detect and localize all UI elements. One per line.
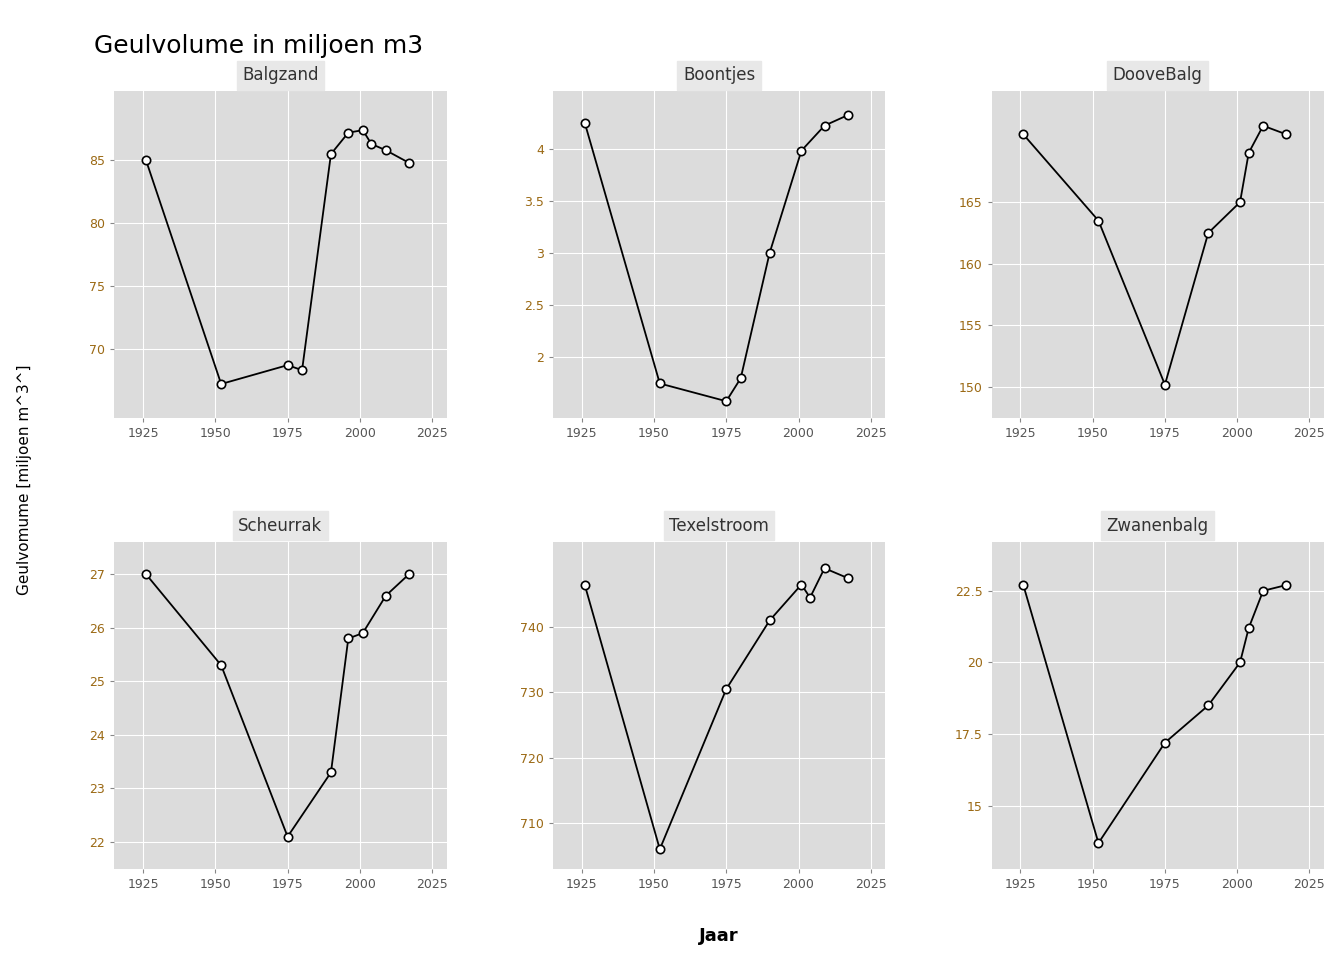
Title: Balgzand: Balgzand bbox=[242, 66, 319, 84]
Text: Jaar: Jaar bbox=[699, 927, 739, 945]
Title: Texelstroom: Texelstroom bbox=[669, 517, 769, 535]
Title: DooveBalg: DooveBalg bbox=[1113, 66, 1203, 84]
Title: Boontjes: Boontjes bbox=[683, 66, 755, 84]
Text: Geulvolume in miljoen m3: Geulvolume in miljoen m3 bbox=[94, 34, 423, 58]
Title: Zwanenbalg: Zwanenbalg bbox=[1106, 517, 1208, 535]
Text: Geulvomume [miljoen m^3^]: Geulvomume [miljoen m^3^] bbox=[16, 365, 32, 595]
Title: Scheurrak: Scheurrak bbox=[238, 517, 323, 535]
